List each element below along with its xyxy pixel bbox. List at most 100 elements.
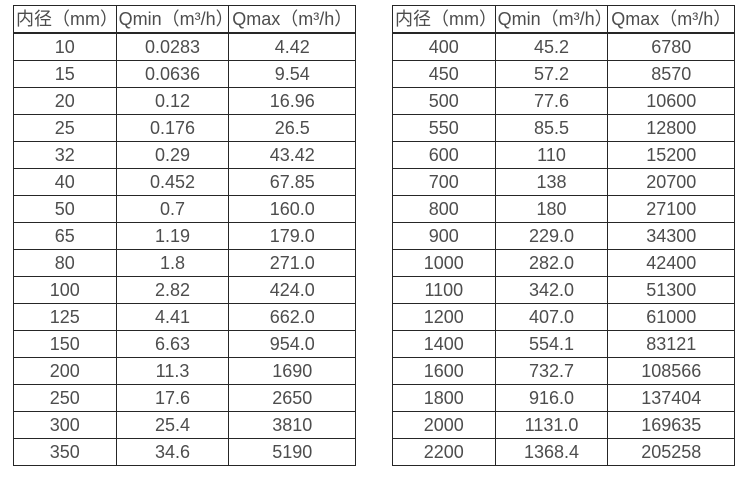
table-cell: 9.54 (228, 60, 356, 88)
table-cell: 27100 (607, 195, 735, 223)
table-cell: 1000 (392, 249, 496, 277)
table-row: 32 0.29 43.42 (13, 141, 356, 169)
table-cell: 5190 (228, 438, 356, 466)
table-cell: 83121 (607, 330, 735, 358)
table-cell: 0.452 (115, 168, 230, 196)
table-cell: 250 (13, 384, 117, 412)
table-row: 1100 342.0 51300 (392, 276, 735, 304)
flow-spec-table-small-diameters: 内径（mm） Qmin（m³/h） Qmax（m³/h） 10 0.0283 4.4… (13, 5, 356, 466)
table-cell: 180 (494, 195, 609, 223)
table-cell: 2.82 (115, 276, 230, 304)
flow-spec-table-large-diameters: 内径（mm） Qmin（m³/h） Qmax（m³/h） 400 45.2 6780… (392, 5, 735, 466)
table-cell: 1.8 (115, 249, 230, 277)
table-cell: 1400 (392, 330, 496, 358)
table-cell: 40 (13, 168, 117, 196)
table-body: 400 45.2 6780 450 57.2 8570 500 77.6 10600 550 85.… (392, 32, 735, 466)
table-row: 550 85.5 12800 (392, 114, 735, 142)
table-cell: 61000 (607, 303, 735, 331)
table-cell: 2000 (392, 411, 496, 439)
table-row: 350 34.6 5190 (13, 438, 356, 466)
table-cell: 271.0 (228, 249, 356, 277)
table-cell: 450 (392, 60, 496, 88)
column-header-qmin: Qmin（m³/h） (494, 5, 609, 34)
table-cell: 100 (13, 276, 117, 304)
table-row: 1600 732.7 108566 (392, 357, 735, 385)
table-cell: 20700 (607, 168, 735, 196)
table-cell: 110 (494, 141, 609, 169)
table-cell: 282.0 (494, 249, 609, 277)
table-cell: 554.1 (494, 330, 609, 358)
table-cell: 138 (494, 168, 609, 196)
table-cell: 1131.0 (494, 411, 609, 439)
table-cell: 125 (13, 303, 117, 331)
table-cell: 42400 (607, 249, 735, 277)
table-row: 25 0.176 26.5 (13, 114, 356, 142)
table-cell: 65 (13, 222, 117, 250)
table-cell: 407.0 (494, 303, 609, 331)
table-cell: 4.41 (115, 303, 230, 331)
table-cell: 15200 (607, 141, 735, 169)
table-cell: 1200 (392, 303, 496, 331)
table-row: 150 6.63 954.0 (13, 330, 356, 358)
table-cell: 51300 (607, 276, 735, 304)
table-cell: 2650 (228, 384, 356, 412)
table-cell: 179.0 (228, 222, 356, 250)
table-cell: 1690 (228, 357, 356, 385)
table-cell: 160.0 (228, 195, 356, 223)
table-cell: 550 (392, 114, 496, 142)
table-cell: 25.4 (115, 411, 230, 439)
table-header-row: 内径（mm） Qmin（m³/h） Qmax（m³/h） (392, 5, 735, 34)
table-cell: 1600 (392, 357, 496, 385)
table-cell: 200 (13, 357, 117, 385)
table-cell: 900 (392, 222, 496, 250)
table-cell: 300 (13, 411, 117, 439)
table-cell: 1368.4 (494, 438, 609, 466)
table-cell: 150 (13, 330, 117, 358)
table-row: 10 0.0283 4.42 (13, 32, 356, 61)
table-cell: 77.6 (494, 87, 609, 115)
table-cell: 12800 (607, 114, 735, 142)
table-cell: 954.0 (228, 330, 356, 358)
column-header-inner-diameter: 内径（mm） (13, 5, 117, 34)
table-row: 80 1.8 271.0 (13, 249, 356, 277)
table-cell: 10600 (607, 87, 735, 115)
table-cell: 17.6 (115, 384, 230, 412)
table-row: 600 110 15200 (392, 141, 735, 169)
table-row: 1400 554.1 83121 (392, 330, 735, 358)
table-cell: 4.42 (228, 32, 356, 61)
table-cell: 26.5 (228, 114, 356, 142)
table-row: 700 138 20700 (392, 168, 735, 196)
table-row: 2000 1131.0 169635 (392, 411, 735, 439)
table-cell: 34.6 (115, 438, 230, 466)
table-row: 1800 916.0 137404 (392, 384, 735, 412)
table-cell: 8570 (607, 60, 735, 88)
table-cell: 0.12 (115, 87, 230, 115)
table-row: 1200 407.0 61000 (392, 303, 735, 331)
table-cell: 80 (13, 249, 117, 277)
column-header-qmax: Qmax（m³/h） (607, 5, 735, 34)
table-body: 10 0.0283 4.42 15 0.0636 9.54 20 0.12 16.96 25 0.1… (13, 32, 356, 466)
table-cell: 45.2 (494, 32, 609, 61)
table-cell: 32 (13, 141, 117, 169)
table-cell: 67.85 (228, 168, 356, 196)
table-cell: 15 (13, 60, 117, 88)
table-row: 125 4.41 662.0 (13, 303, 356, 331)
table-cell: 600 (392, 141, 496, 169)
table-cell: 732.7 (494, 357, 609, 385)
table-cell: 1100 (392, 276, 496, 304)
table-cell: 57.2 (494, 60, 609, 88)
table-cell: 108566 (607, 357, 735, 385)
table-cell: 500 (392, 87, 496, 115)
table-row: 1000 282.0 42400 (392, 249, 735, 277)
table-header-row: 内径（mm） Qmin（m³/h） Qmax（m³/h） (13, 5, 356, 34)
table-cell: 1800 (392, 384, 496, 412)
table-cell: 350 (13, 438, 117, 466)
table-cell: 11.3 (115, 357, 230, 385)
table-cell: 662.0 (228, 303, 356, 331)
table-cell: 229.0 (494, 222, 609, 250)
table-row: 50 0.7 160.0 (13, 195, 356, 223)
table-row: 250 17.6 2650 (13, 384, 356, 412)
table-cell: 400 (392, 32, 496, 61)
table-cell: 169635 (607, 411, 735, 439)
